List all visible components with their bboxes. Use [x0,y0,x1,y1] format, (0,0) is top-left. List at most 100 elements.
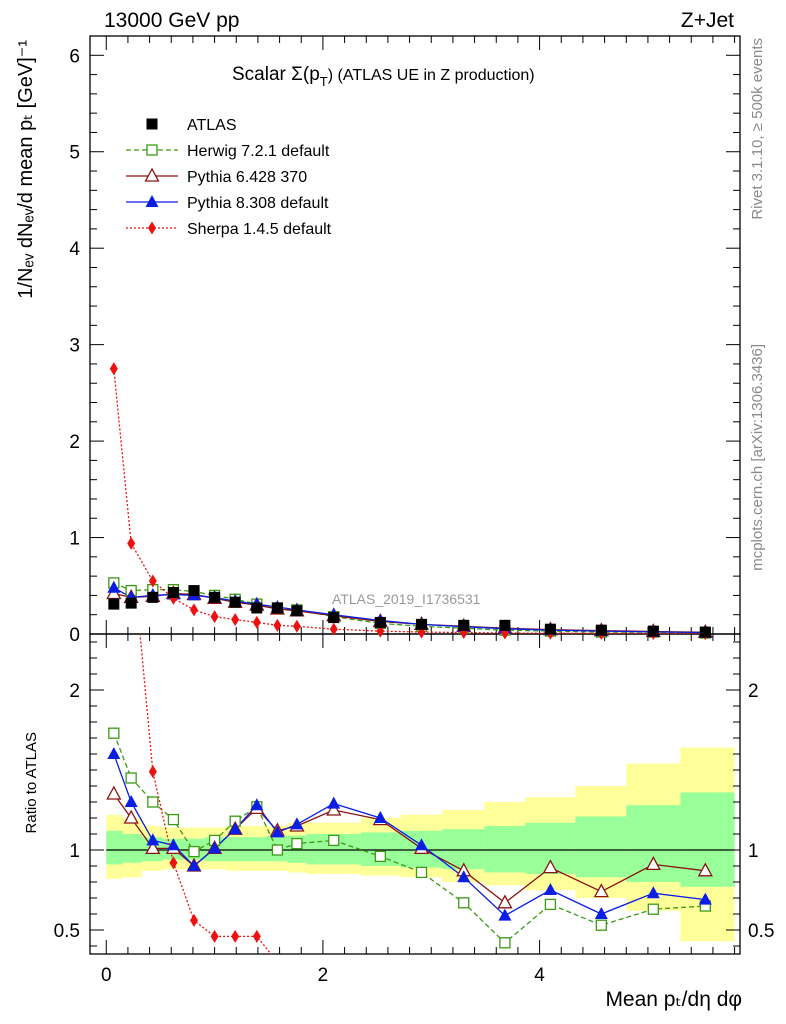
sherpa-1-4-5-default-main-point [190,603,198,617]
legend-label-atlas: ATLAS [187,117,237,134]
axis-ticks: 0 2 4 0 1 2 3 4 5 6 0.5 0.5 1 1 2 2 [54,36,774,986]
herwig-7-2-1-default-ratio-point [271,844,284,856]
ratio-frame [89,633,741,955]
pythia-8-308-default-ratio-point [498,908,512,921]
pythia-6-428-370-ratio-point [542,859,559,874]
pythia-8-308-default-ratio-point [290,817,304,830]
pythia-8-308-default-ratio-point [594,907,608,919]
pythia-6-428-370-ratio-point [497,894,513,909]
y-tick-label-ratio: 1 [69,841,80,862]
x-tick-label: 4 [534,965,545,986]
pythia-8-308-default-ratio-point [270,825,284,838]
pythia-6-428-370-ratio-point [106,785,122,800]
y-tick-label-main: 4 [69,239,80,260]
title-main: Scalar Σ(p [232,64,320,85]
herwig-7-2-1-default-ratio-point [188,845,200,858]
atlas-main-point [147,591,159,603]
band-inner-bin [122,834,142,863]
sherpa-1-4-5-default-ratio-point [169,856,178,870]
sherpa-1-4-5-default-main-point [231,613,240,627]
atlas-main-point [458,619,470,631]
header-channel: Z+Jet [681,9,734,32]
herwig-7-2-1-default-ratio-point [108,727,120,739]
herwig-7-2-1-default-ratio-point [415,866,428,879]
atlas-main-point [699,626,711,638]
x-axis-label: Mean pₜ/dη dφ [605,988,742,1011]
pythia-8-308-default-ratio-point [327,796,341,809]
pythia-6-428-370-ratio-point [326,801,342,816]
sherpa-1-4-5-default-main-point [252,615,261,629]
pythia-6-428-370-ratio-point [593,883,609,898]
herwig-7-2-1-default-ratio-point [125,772,137,784]
herwig-7-2-1-default-ratio-point [328,834,340,847]
y-axis-label-ratio: Ratio to ATLAS [23,732,40,833]
atlas-main-point [544,623,556,635]
band-inner-bin [484,826,526,873]
x-tick-label: 0 [101,965,112,986]
pythia-8-308-default-ratio-point [107,747,121,759]
herwig-7-2-1-default-ratio-point [167,813,180,826]
pythia-8-308-default-ratio-point [373,811,387,823]
herwig-7-2-1-default-ratio-point [595,919,607,931]
pythia-8-308-default-ratio-point [124,795,138,807]
herwig-7-2-1-default-ratio-point [499,937,511,949]
atlas-main-point [291,605,303,617]
pythia-8-308-default-ratio-point [208,841,222,854]
plot-title: Scalar Σ(pT) (ATLAS UE in Z production) [232,64,535,89]
atlas-main-point [374,616,386,628]
y-tick-label-main: 1 [69,529,80,550]
title-subscript: T [320,74,328,89]
atlas-main-point [188,585,200,597]
band-inner-bin [575,816,627,878]
sherpa-1-4-5-default-ratio-point [148,765,157,779]
y-tick-label-ratio-right: 1 [748,841,759,862]
atlas-main-point [229,596,241,608]
herwig-7-2-1-default-ratio-point [458,897,470,909]
band-inner-bin [246,837,267,862]
herwig-7-2-1-default-ratio-point [147,796,159,808]
pythia-6-428-370-ratio-point [697,862,713,877]
sherpa-1-4-5-default-main-point [292,619,301,633]
pythia-6-428-370-ratio-point [123,809,139,824]
header-process: 13000 GeV pp [104,9,239,32]
y-tick-label-main: 3 [69,336,80,357]
pythia-8-308-default-ratio-point [228,822,242,835]
pythia-6-428-370-ratio-point [145,840,161,855]
y-tick-label-ratio: 0.5 [54,921,80,942]
legend: ATLAS Herwig 7.2.1 default Pythia 6.428 37… [126,117,332,238]
x-tick-label: 2 [318,965,329,986]
herwig-7-2-1-default-ratio-point [544,898,557,911]
herwig-7-2-1-default-ratio-point [647,903,659,915]
legend-label-herwig-7-2-1-default: Herwig 7.2.1 default [187,143,330,160]
pythia-8-308-default-main-point [107,580,121,593]
atlas-main-point [416,618,427,630]
pythia-8-308-default-ratio-point [698,892,712,905]
legend-marker-pythia-8-308-default [145,195,159,207]
atlas-main-point [328,612,340,624]
herwig-7-2-1-default-ratio-point [374,850,386,863]
y-tick-label-ratio-right: 0.5 [748,921,774,942]
atlas-main-point [209,591,221,603]
sherpa-1-4-5-default-ratio-point [210,929,219,943]
title-rest: ) (ATLAS UE in Z production) [328,67,535,84]
atlas-main-point [167,587,179,599]
sherpa-1-4-5-default-main-point [109,362,118,376]
pythia-8-308-default-ratio-point [166,838,180,851]
pythia-6-428-370-ratio-point [645,856,661,871]
sherpa-1-4-5-default-ratio-point [231,929,240,943]
band-inner-bin [626,805,681,882]
atlas-main-point [595,624,607,636]
legend-marker-pythia-6-428-370 [144,167,160,182]
y-tick-label-ratio-right: 2 [748,681,759,702]
pythia-8-308-default-ratio-point [646,886,660,899]
sherpa-1-4-5-default-main-point [329,622,338,636]
y-tick-label-main: 2 [69,432,80,453]
pythia-8-308-default-ratio-point [457,870,471,883]
pythia-8-308-default-ratio-point [543,883,557,895]
legend-marker-sherpa-1-4-5-default [148,221,156,235]
band-inner-bin [106,830,123,865]
sherpa-1-4-5-default-ratio-point [252,929,261,943]
atlas-main-point [125,597,137,609]
sherpa-1-4-5-default-main-point [210,610,219,624]
